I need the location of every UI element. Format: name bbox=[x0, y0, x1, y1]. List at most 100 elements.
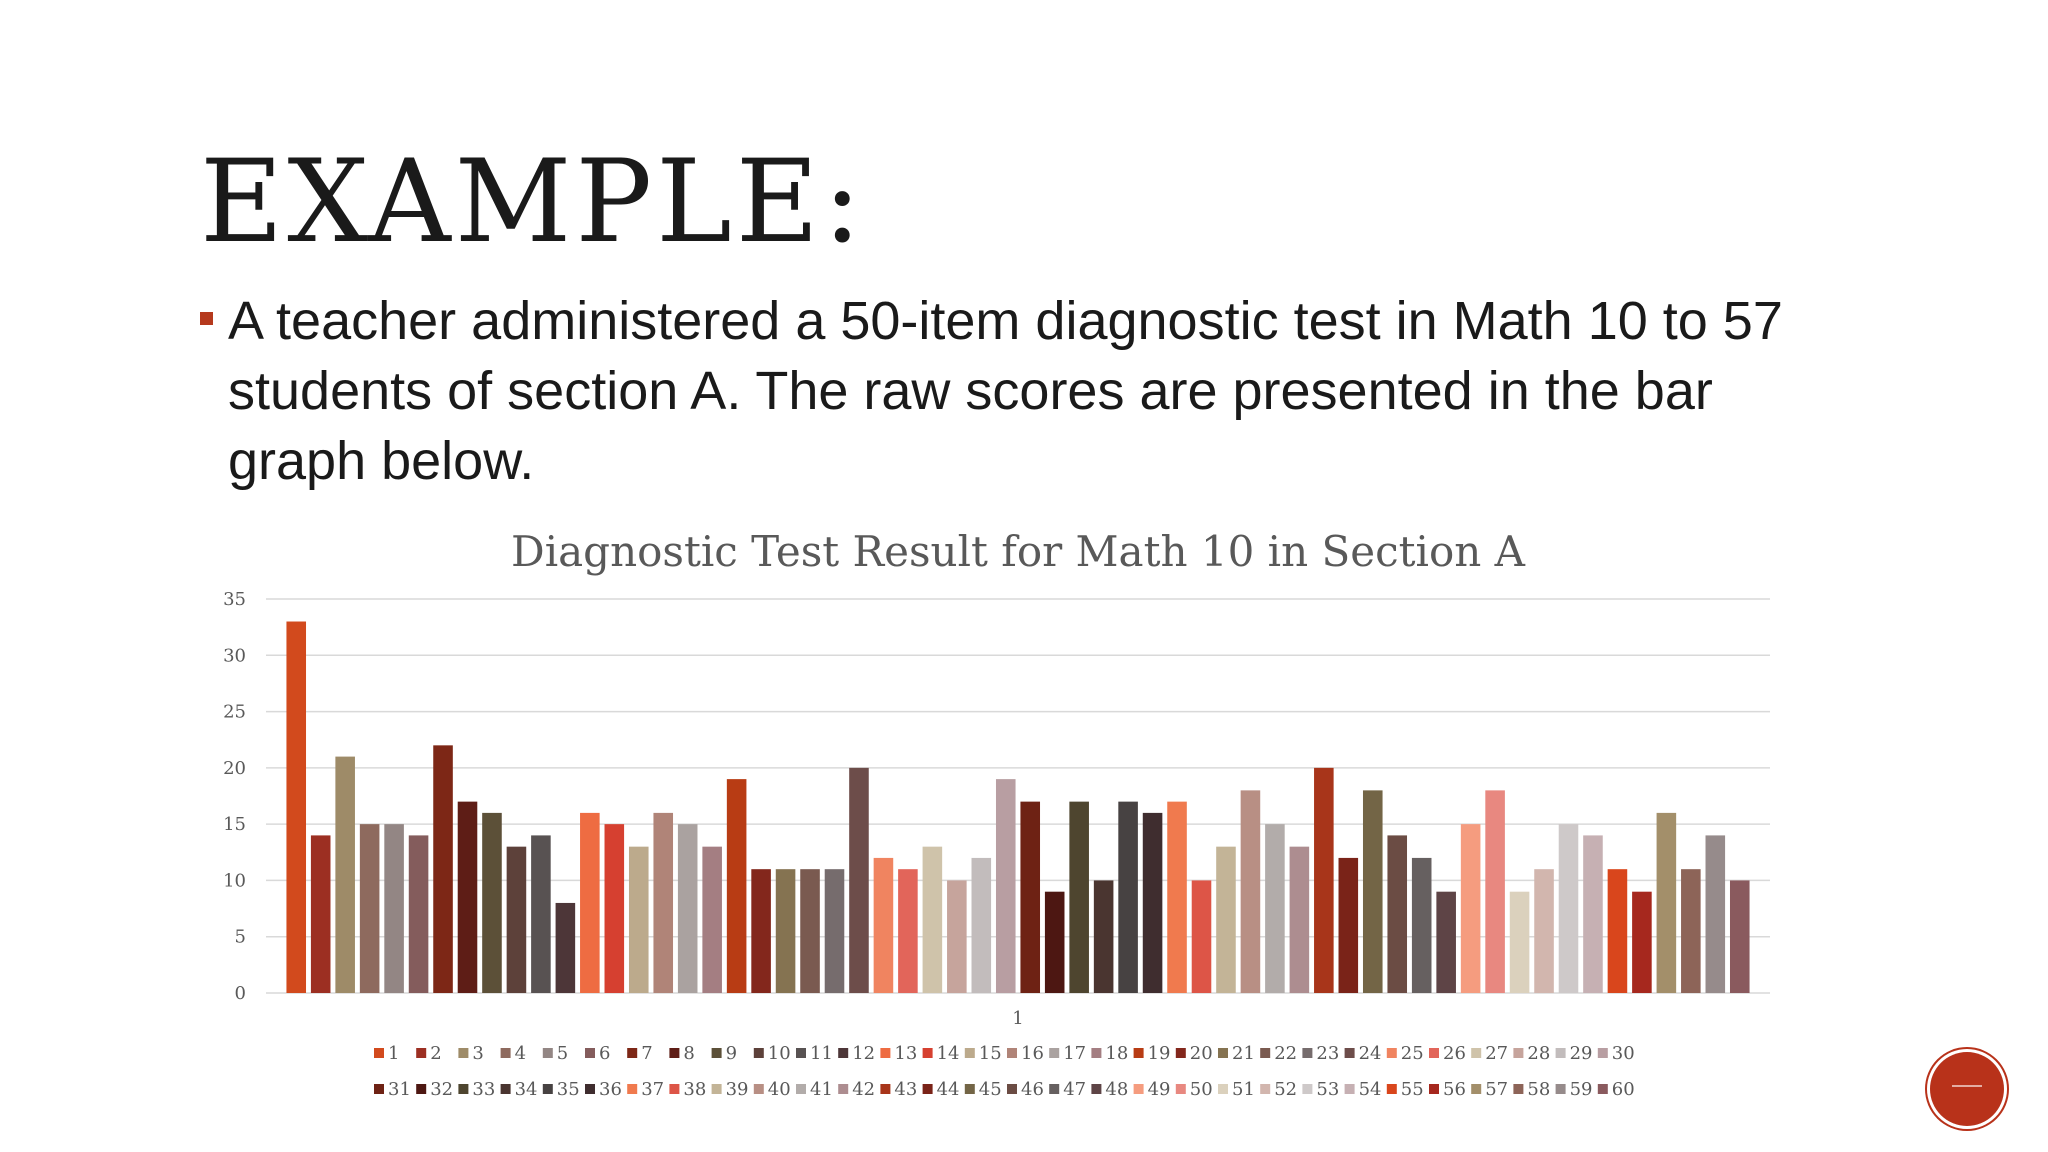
bar-32 bbox=[1044, 891, 1065, 993]
legend-label-4: 4 bbox=[515, 1043, 526, 1064]
bar-33 bbox=[1069, 801, 1089, 993]
legend-label-16: 16 bbox=[1021, 1043, 1044, 1064]
legend-label-21: 21 bbox=[1232, 1043, 1255, 1064]
legend-swatch-11 bbox=[796, 1048, 806, 1058]
bar-20 bbox=[751, 869, 771, 993]
bar-27 bbox=[922, 846, 943, 993]
legend-label-29: 29 bbox=[1570, 1043, 1593, 1064]
bar-37 bbox=[1167, 801, 1187, 993]
bar-11 bbox=[531, 835, 551, 993]
legend-swatch-45 bbox=[964, 1084, 975, 1094]
legend-label-3: 3 bbox=[472, 1043, 483, 1064]
legend-label-24: 24 bbox=[1359, 1043, 1382, 1064]
y-tick-label: 15 bbox=[223, 814, 246, 835]
legend-swatch-33 bbox=[458, 1084, 469, 1094]
legend-label-11: 11 bbox=[810, 1043, 833, 1064]
legend-label-13: 13 bbox=[894, 1043, 917, 1064]
legend-label-51: 51 bbox=[1232, 1079, 1255, 1100]
legend-label-59: 59 bbox=[1570, 1079, 1593, 1100]
legend-label-39: 39 bbox=[726, 1079, 749, 1100]
legend-swatch-49 bbox=[1133, 1084, 1144, 1094]
legend-swatch-54 bbox=[1344, 1084, 1355, 1094]
bar-7 bbox=[433, 745, 453, 993]
legend-label-35: 35 bbox=[557, 1079, 580, 1100]
legend-swatch-32 bbox=[416, 1084, 427, 1094]
legend-label-22: 22 bbox=[1274, 1043, 1297, 1064]
legend-label-15: 15 bbox=[979, 1043, 1002, 1064]
bar-18 bbox=[702, 846, 722, 993]
bar-55 bbox=[1607, 869, 1628, 993]
legend-swatch-9 bbox=[711, 1048, 722, 1058]
slide-nav-icon bbox=[1952, 1085, 1982, 1087]
y-tick-label: 25 bbox=[223, 702, 246, 723]
bullet-item: A teacher administered a 50-item diagnos… bbox=[200, 286, 1840, 496]
legend-label-31: 31 bbox=[388, 1079, 411, 1100]
legend-label-50: 50 bbox=[1190, 1079, 1213, 1100]
slide-nav-button[interactable] bbox=[1930, 1052, 2004, 1126]
y-tick-label: 5 bbox=[235, 927, 246, 948]
bar-15 bbox=[628, 846, 649, 993]
bar-41 bbox=[1265, 824, 1285, 993]
legend-label-2: 2 bbox=[430, 1043, 441, 1064]
legend-label-49: 49 bbox=[1148, 1079, 1171, 1100]
bar-44 bbox=[1338, 857, 1359, 993]
bar-35 bbox=[1118, 801, 1138, 993]
bar-23 bbox=[824, 869, 845, 993]
legend-swatch-22 bbox=[1260, 1048, 1271, 1058]
bar-24 bbox=[849, 767, 869, 993]
bar-5 bbox=[384, 824, 404, 993]
bar-60 bbox=[1729, 880, 1750, 993]
y-tick-label: 35 bbox=[223, 589, 246, 610]
legend-swatch-5 bbox=[542, 1048, 553, 1058]
bullet-marker-icon bbox=[200, 312, 213, 325]
bar-12 bbox=[555, 902, 576, 993]
legend-swatch-31 bbox=[374, 1084, 384, 1094]
bar-31 bbox=[1020, 801, 1041, 993]
legend-label-9: 9 bbox=[726, 1043, 737, 1064]
bar-3 bbox=[335, 756, 355, 993]
bar-30 bbox=[995, 779, 1016, 993]
legend-label-43: 43 bbox=[894, 1079, 917, 1100]
legend-swatch-6 bbox=[585, 1048, 595, 1058]
legend-swatch-15 bbox=[964, 1048, 975, 1058]
bar-14 bbox=[604, 824, 625, 993]
legend-swatch-25 bbox=[1386, 1048, 1397, 1058]
legend-label-33: 33 bbox=[472, 1079, 495, 1100]
legend-swatch-60 bbox=[1597, 1084, 1608, 1094]
legend-swatch-51 bbox=[1218, 1084, 1228, 1094]
legend-swatch-21 bbox=[1218, 1048, 1228, 1058]
legend-swatch-46 bbox=[1007, 1084, 1017, 1094]
bar-6 bbox=[408, 835, 429, 993]
bar-4 bbox=[359, 824, 380, 993]
legend-label-41: 41 bbox=[810, 1079, 833, 1100]
legend-swatch-12 bbox=[838, 1048, 849, 1058]
bar-9 bbox=[482, 812, 502, 993]
legend-swatch-7 bbox=[627, 1048, 638, 1058]
bar-22 bbox=[800, 869, 820, 993]
legend-swatch-10 bbox=[753, 1048, 764, 1058]
legend-label-7: 7 bbox=[641, 1043, 652, 1064]
legend-label-52: 52 bbox=[1274, 1079, 1297, 1100]
legend-swatch-20 bbox=[1175, 1048, 1186, 1058]
legend-swatch-40 bbox=[753, 1084, 764, 1094]
legend-swatch-26 bbox=[1429, 1048, 1439, 1058]
legend-swatch-30 bbox=[1597, 1048, 1608, 1058]
legend-swatch-23 bbox=[1302, 1048, 1313, 1058]
bar-50 bbox=[1485, 790, 1505, 993]
legend-swatch-57 bbox=[1471, 1084, 1482, 1094]
x-tick-label: 1 bbox=[1012, 1008, 1023, 1029]
legend-swatch-36 bbox=[585, 1084, 595, 1094]
legend-label-30: 30 bbox=[1612, 1043, 1635, 1064]
legend-label-57: 57 bbox=[1485, 1079, 1508, 1100]
bar-29 bbox=[971, 857, 992, 993]
bar-8 bbox=[457, 801, 478, 993]
legend-label-23: 23 bbox=[1316, 1043, 1339, 1064]
legend-label-26: 26 bbox=[1443, 1043, 1466, 1064]
chart-title: Diagnostic Test Result for Math 10 in Se… bbox=[511, 527, 1526, 576]
legend-label-20: 20 bbox=[1190, 1043, 1213, 1064]
slide-title: EXAMPLE: bbox=[200, 135, 866, 268]
legend-swatch-1 bbox=[374, 1048, 384, 1058]
legend-label-53: 53 bbox=[1316, 1079, 1339, 1100]
legend-swatch-4 bbox=[500, 1048, 511, 1058]
